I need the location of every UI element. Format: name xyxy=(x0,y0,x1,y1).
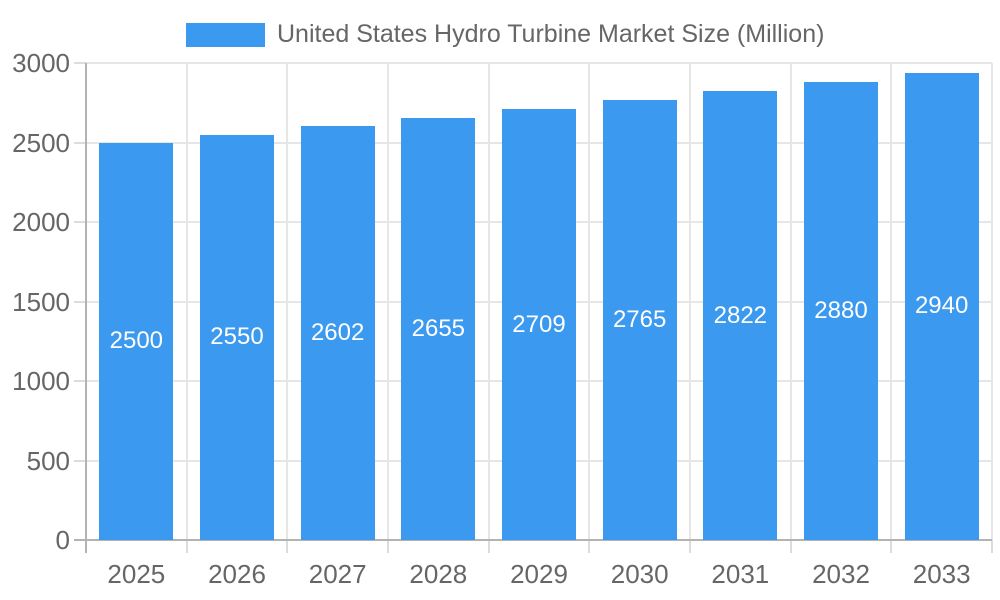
x-gridline xyxy=(890,63,893,540)
x-axis-label: 2028 xyxy=(409,559,468,589)
x-axis-label: 2030 xyxy=(610,559,669,589)
bar-value-label: 2602 xyxy=(310,319,365,347)
x-axis-label: 2026 xyxy=(208,559,266,589)
bar-value-label: 2500 xyxy=(109,327,164,355)
y-tick xyxy=(74,300,86,303)
x-tick xyxy=(890,540,893,553)
bar-value-label: 2550 xyxy=(210,323,264,351)
x-axis-label: 2032 xyxy=(812,559,870,589)
y-axis-label: 2000 xyxy=(12,207,70,237)
x-gridline xyxy=(789,63,792,540)
x-tick xyxy=(185,540,188,553)
bar-value-label: 2709 xyxy=(512,310,566,338)
y-axis-label: 1500 xyxy=(12,286,70,317)
x-gridline xyxy=(588,63,591,540)
y-tick xyxy=(74,380,86,382)
y-axis-label: 0 xyxy=(55,525,70,555)
x-tick xyxy=(487,540,490,553)
x-tick xyxy=(789,540,792,553)
x-gridline xyxy=(185,63,188,540)
y-axis-label: 3000 xyxy=(12,48,70,78)
x-tick xyxy=(286,540,289,553)
x-tick xyxy=(588,540,591,553)
x-tick xyxy=(689,540,691,553)
y-tick xyxy=(74,141,86,144)
bar-2029[interactable] xyxy=(502,109,576,540)
bar-value-label: 2655 xyxy=(411,314,466,342)
bar-value-label: 2822 xyxy=(713,301,768,329)
bar-2027[interactable] xyxy=(300,126,375,540)
x-axis-label: 2029 xyxy=(510,559,568,589)
bar-2030[interactable] xyxy=(602,100,677,540)
bar-2025[interactable] xyxy=(99,142,174,540)
bar-2033[interactable] xyxy=(904,72,979,540)
y-axis-line xyxy=(85,63,87,553)
y-tick xyxy=(74,459,86,462)
x-tick xyxy=(387,540,389,553)
legend-item[interactable]: United States Hydro Turbine Market Size … xyxy=(186,20,824,49)
y-axis-label: 500 xyxy=(26,445,70,476)
bar-2028[interactable] xyxy=(401,117,476,540)
bar-value-label: 2765 xyxy=(612,306,667,334)
x-axis-label: 2033 xyxy=(912,559,971,589)
y-tick xyxy=(74,62,86,64)
bar-value-label: 2880 xyxy=(814,297,868,325)
legend-swatch xyxy=(186,22,265,47)
y-axis-label: 2500 xyxy=(12,127,70,158)
x-tick xyxy=(991,540,993,553)
legend-label: United States Hydro Turbine Market Size … xyxy=(277,20,825,48)
bar-2032[interactable] xyxy=(804,82,878,540)
x-gridline xyxy=(991,63,993,540)
y-gridline xyxy=(86,62,992,64)
y-axis-label: 1000 xyxy=(12,366,70,396)
x-gridline xyxy=(487,63,490,540)
x-axis-label: 2025 xyxy=(107,559,166,589)
x-gridline xyxy=(286,63,289,540)
bar-value-label: 2940 xyxy=(914,292,969,320)
x-gridline xyxy=(387,63,389,540)
bar-2031[interactable] xyxy=(703,91,778,540)
y-tick xyxy=(74,221,86,223)
x-axis-label: 2031 xyxy=(711,559,770,589)
x-axis-label: 2027 xyxy=(308,559,367,589)
x-axis-line xyxy=(74,539,992,541)
x-gridline xyxy=(689,63,691,540)
bar-2026[interactable] xyxy=(200,134,274,540)
